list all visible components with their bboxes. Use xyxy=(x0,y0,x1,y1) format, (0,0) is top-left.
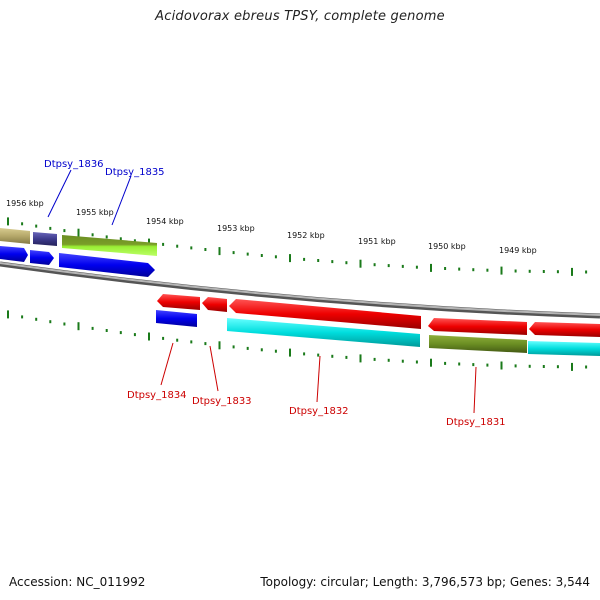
genome-stats-label: Topology: circular; Length: 3,796,573 bp… xyxy=(260,575,590,589)
forward-strand-inner xyxy=(0,246,155,277)
scale-label: 1949 kbp xyxy=(499,246,537,255)
gene-dtpsy-1832[interactable] xyxy=(227,318,420,347)
gene-dtpsy-1836[interactable] xyxy=(33,232,57,246)
gene-khaki[interactable] xyxy=(0,228,30,244)
gene-labels: Dtpsy_1836 Dtpsy_1835 Dtpsy_1834 Dtpsy_1… xyxy=(44,159,506,428)
gene-label-bottom[interactable]: Dtpsy_1831 xyxy=(446,417,506,428)
gene-red-c[interactable] xyxy=(229,299,421,329)
gene-label-bottom[interactable]: Dtpsy_1834 xyxy=(127,390,187,401)
accession-label: Accession: NC_011992 xyxy=(9,575,146,589)
scale-label: 1954 kbp xyxy=(146,217,184,226)
forward-strand-outer xyxy=(0,228,157,256)
scale-label: 1951 kbp xyxy=(358,237,396,246)
scale-ticks-lower xyxy=(7,310,588,371)
reverse-strand-inner xyxy=(156,310,600,356)
gene-blue-small[interactable] xyxy=(30,250,54,265)
gene-blue-long[interactable] xyxy=(59,253,155,277)
gene-label-top[interactable]: Dtpsy_1836 xyxy=(44,159,104,170)
gene-red-d[interactable] xyxy=(428,318,527,335)
gene-dtpsy-1834[interactable] xyxy=(156,310,197,327)
leader-lines-top xyxy=(47,169,132,226)
gene-red-b[interactable] xyxy=(202,297,227,312)
map-title: Acidovorax ebreus TPSY, complete genome xyxy=(155,9,445,24)
gene-dtpsy-1831[interactable] xyxy=(429,335,527,353)
reverse-strand-outer xyxy=(157,294,600,337)
leader-lines-bottom xyxy=(160,342,477,414)
scale-label: 1955 kbp xyxy=(76,208,114,217)
gene-red-a[interactable] xyxy=(157,294,200,310)
scale-label: 1956 kbp xyxy=(6,199,44,208)
scale-labels: 1956 kbp 1955 kbp 1954 kbp 1953 kbp 1952… xyxy=(6,199,537,255)
gene-blue-left[interactable] xyxy=(0,246,28,262)
gene-dtpsy-1835[interactable] xyxy=(62,235,157,256)
scale-label: 1950 kbp xyxy=(428,242,466,251)
scale-label: 1952 kbp xyxy=(287,231,325,240)
gene-label-bottom[interactable]: Dtpsy_1832 xyxy=(289,406,349,417)
gene-label-top[interactable]: Dtpsy_1835 xyxy=(105,167,165,178)
scale-label: 1953 kbp xyxy=(217,224,255,233)
gene-cyan-right[interactable] xyxy=(528,341,600,356)
gene-red-e[interactable] xyxy=(529,322,600,337)
gene-label-bottom[interactable]: Dtpsy_1833 xyxy=(192,396,252,407)
